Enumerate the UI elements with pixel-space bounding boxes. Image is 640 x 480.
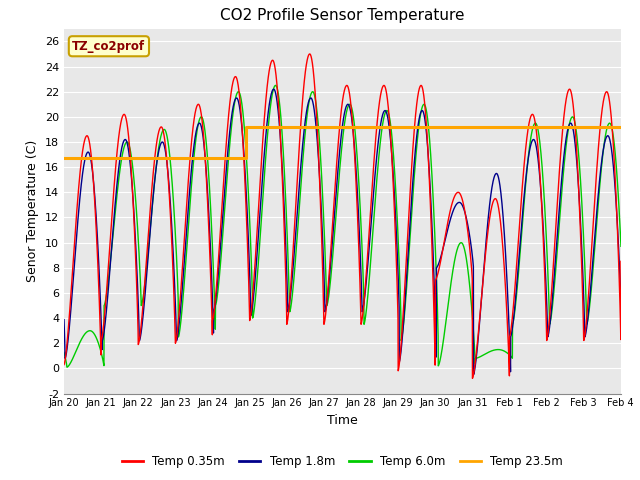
Legend: Temp 0.35m, Temp 1.8m, Temp 6.0m, Temp 23.5m: Temp 0.35m, Temp 1.8m, Temp 6.0m, Temp 2… bbox=[117, 451, 568, 473]
Y-axis label: Senor Temperature (C): Senor Temperature (C) bbox=[26, 140, 39, 282]
X-axis label: Time: Time bbox=[327, 414, 358, 427]
Title: CO2 Profile Sensor Temperature: CO2 Profile Sensor Temperature bbox=[220, 9, 465, 24]
Text: TZ_co2prof: TZ_co2prof bbox=[72, 40, 145, 53]
